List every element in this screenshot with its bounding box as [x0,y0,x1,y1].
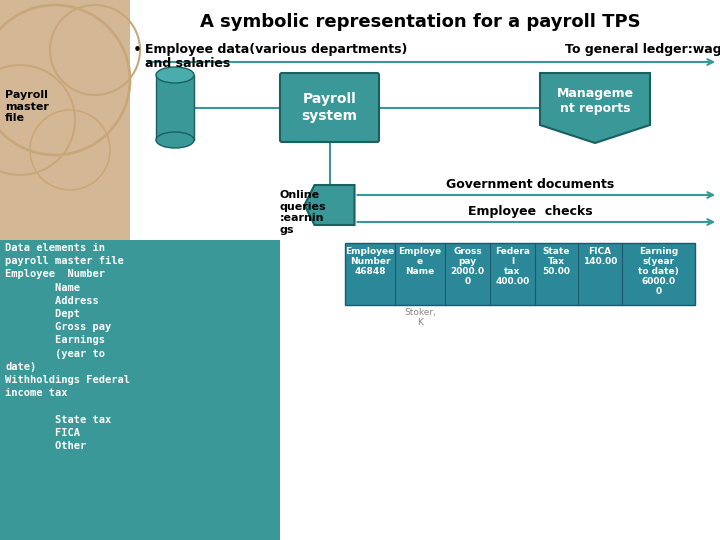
Text: Employee data(various departments): Employee data(various departments) [145,43,408,56]
Text: Tax: Tax [548,257,565,266]
Bar [345,243,695,305]
Text: 50.00: 50.00 [542,267,570,276]
Text: to date): to date) [638,267,679,276]
Text: Employee: Employee [346,247,395,256]
Text: Payroll
system: Payroll system [302,92,358,123]
Text: Government documents: Government documents [446,178,614,191]
Text: 46848: 46848 [354,267,386,276]
Text: State: State [543,247,570,256]
Ellipse shape [156,132,194,148]
Text: Manageme
nt reports: Manageme nt reports [557,87,634,115]
Bar [0,240,280,540]
Text: FICA: FICA [588,247,611,256]
Text: 6000.0: 6000.0 [642,277,675,286]
Text: 2000.0: 2000.0 [451,267,485,276]
Text: Stoker,
K: Stoker, K [404,308,436,327]
Text: and salaries: and salaries [145,57,230,70]
Text: Number: Number [350,257,390,266]
Text: l: l [511,257,514,266]
Bar [156,75,194,140]
Ellipse shape [156,67,194,83]
Bar [0,0,130,540]
Text: Data elements in
payroll master file
Employee  Number
        Name
        Addre: Data elements in payroll master file Emp… [5,243,130,451]
Text: 0: 0 [464,277,471,286]
Text: 400.00: 400.00 [495,277,530,286]
Text: Payroll
master
file: Payroll master file [5,90,49,123]
Text: Name: Name [405,267,435,276]
Text: Gross: Gross [453,247,482,256]
Text: Earning: Earning [639,247,678,256]
Text: Federa: Federa [495,247,530,256]
Text: pay: pay [459,257,477,266]
Text: tax: tax [505,267,521,276]
Text: •: • [133,43,142,58]
Polygon shape [540,73,650,143]
Text: Online
queries
:earnin
gs: Online queries :earnin gs [280,190,327,235]
Text: Employee  checks: Employee checks [468,205,593,218]
FancyBboxPatch shape [280,73,379,142]
Text: 0: 0 [655,287,662,296]
Text: A symbolic representation for a payroll TPS: A symbolic representation for a payroll … [199,13,640,31]
Text: Employe: Employe [398,247,441,256]
Text: s(year: s(year [642,257,675,266]
Text: To general ledger:wages: To general ledger:wages [565,43,720,56]
Text: 140.00: 140.00 [582,257,617,266]
Polygon shape [305,185,354,225]
Text: e: e [417,257,423,266]
